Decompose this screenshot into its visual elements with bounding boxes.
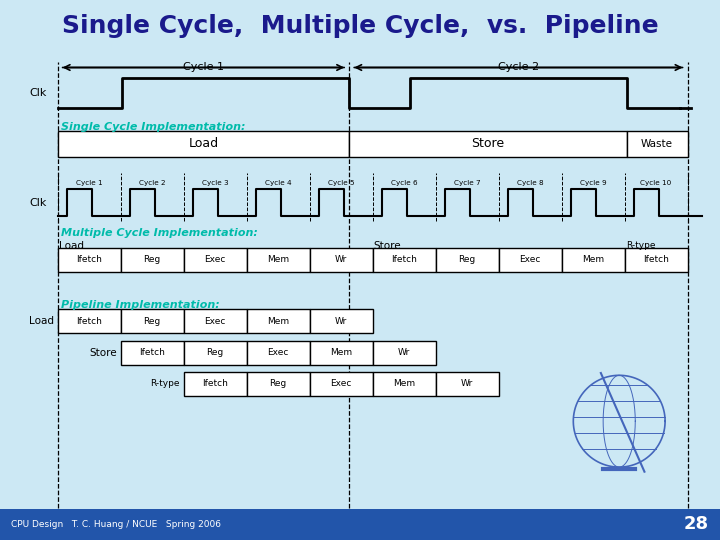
- FancyBboxPatch shape: [373, 341, 436, 364]
- Text: Mem: Mem: [582, 255, 604, 264]
- Text: Cycle 2: Cycle 2: [498, 63, 539, 72]
- Text: Cycle 9: Cycle 9: [580, 180, 606, 186]
- Text: Multiple Cycle Implementation:: Multiple Cycle Implementation:: [61, 228, 258, 238]
- Text: Mem: Mem: [267, 255, 289, 264]
- FancyBboxPatch shape: [349, 131, 626, 157]
- Text: Exec: Exec: [204, 317, 226, 326]
- FancyBboxPatch shape: [373, 248, 436, 272]
- FancyBboxPatch shape: [58, 248, 121, 272]
- Text: Exec: Exec: [519, 255, 541, 264]
- Text: Cycle 1: Cycle 1: [76, 180, 102, 186]
- Text: Cycle 1: Cycle 1: [183, 63, 224, 72]
- Text: Store: Store: [374, 241, 402, 251]
- Text: Cycle 6: Cycle 6: [391, 180, 418, 186]
- Text: Reg: Reg: [459, 255, 476, 264]
- Text: Cycle 10: Cycle 10: [641, 180, 672, 186]
- Text: Cycle 7: Cycle 7: [454, 180, 480, 186]
- Text: Wr: Wr: [461, 380, 473, 388]
- FancyBboxPatch shape: [436, 248, 498, 272]
- Text: Wr: Wr: [398, 348, 410, 357]
- Text: Clk: Clk: [30, 198, 47, 207]
- Text: Store: Store: [472, 137, 505, 150]
- Text: R-type: R-type: [626, 241, 655, 250]
- Text: Pipeline Implementation:: Pipeline Implementation:: [61, 300, 220, 310]
- FancyBboxPatch shape: [246, 372, 310, 396]
- Text: Wr: Wr: [335, 317, 347, 326]
- Text: Cycle 5: Cycle 5: [328, 180, 354, 186]
- Text: Cycle 4: Cycle 4: [265, 180, 292, 186]
- Text: Load: Load: [189, 137, 218, 150]
- FancyBboxPatch shape: [310, 309, 373, 333]
- Text: Single Cycle,  Multiple Cycle,  vs.  Pipeline: Single Cycle, Multiple Cycle, vs. Pipeli…: [62, 14, 658, 37]
- Text: Ifetch: Ifetch: [391, 255, 417, 264]
- FancyBboxPatch shape: [184, 309, 246, 333]
- FancyBboxPatch shape: [436, 372, 498, 396]
- Text: Ifetch: Ifetch: [139, 348, 165, 357]
- Text: Cycle 3: Cycle 3: [202, 180, 228, 186]
- FancyBboxPatch shape: [184, 372, 246, 396]
- Text: Mem: Mem: [267, 317, 289, 326]
- Text: Mem: Mem: [330, 348, 352, 357]
- Text: Ifetch: Ifetch: [76, 255, 102, 264]
- FancyBboxPatch shape: [310, 341, 373, 364]
- Text: Exec: Exec: [267, 348, 289, 357]
- FancyBboxPatch shape: [373, 372, 436, 396]
- Text: Store: Store: [89, 348, 117, 357]
- FancyBboxPatch shape: [58, 131, 349, 157]
- FancyBboxPatch shape: [121, 309, 184, 333]
- Text: Clk: Clk: [30, 88, 47, 98]
- Text: Ifetch: Ifetch: [202, 380, 228, 388]
- FancyBboxPatch shape: [310, 372, 373, 396]
- FancyBboxPatch shape: [0, 509, 720, 540]
- Text: Single Cycle Implementation:: Single Cycle Implementation:: [61, 122, 246, 132]
- FancyBboxPatch shape: [310, 248, 373, 272]
- Text: Reg: Reg: [269, 380, 287, 388]
- Text: Mem: Mem: [393, 380, 415, 388]
- Text: Cycle 8: Cycle 8: [517, 180, 544, 186]
- Text: Exec: Exec: [204, 255, 226, 264]
- FancyBboxPatch shape: [58, 309, 121, 333]
- Text: Waste: Waste: [641, 139, 673, 148]
- FancyBboxPatch shape: [121, 341, 184, 364]
- Text: Reg: Reg: [143, 317, 161, 326]
- FancyBboxPatch shape: [246, 341, 310, 364]
- FancyBboxPatch shape: [246, 248, 310, 272]
- FancyBboxPatch shape: [626, 131, 688, 157]
- Text: Cycle 2: Cycle 2: [139, 180, 166, 186]
- Text: Ifetch: Ifetch: [643, 255, 669, 264]
- Text: 28: 28: [684, 515, 709, 534]
- Text: Ifetch: Ifetch: [76, 317, 102, 326]
- Text: Reg: Reg: [143, 255, 161, 264]
- FancyBboxPatch shape: [562, 248, 624, 272]
- Text: CPU Design   T. C. Huang / NCUE   Spring 2006: CPU Design T. C. Huang / NCUE Spring 200…: [11, 520, 221, 529]
- Text: R-type: R-type: [150, 380, 180, 388]
- FancyBboxPatch shape: [121, 248, 184, 272]
- Text: Wr: Wr: [335, 255, 347, 264]
- Text: Reg: Reg: [207, 348, 224, 357]
- Text: Load: Load: [59, 241, 84, 251]
- FancyBboxPatch shape: [184, 248, 246, 272]
- FancyBboxPatch shape: [498, 248, 562, 272]
- FancyBboxPatch shape: [624, 248, 688, 272]
- Text: Exec: Exec: [330, 380, 352, 388]
- FancyBboxPatch shape: [246, 309, 310, 333]
- Text: Load: Load: [29, 316, 54, 326]
- FancyBboxPatch shape: [184, 341, 246, 364]
